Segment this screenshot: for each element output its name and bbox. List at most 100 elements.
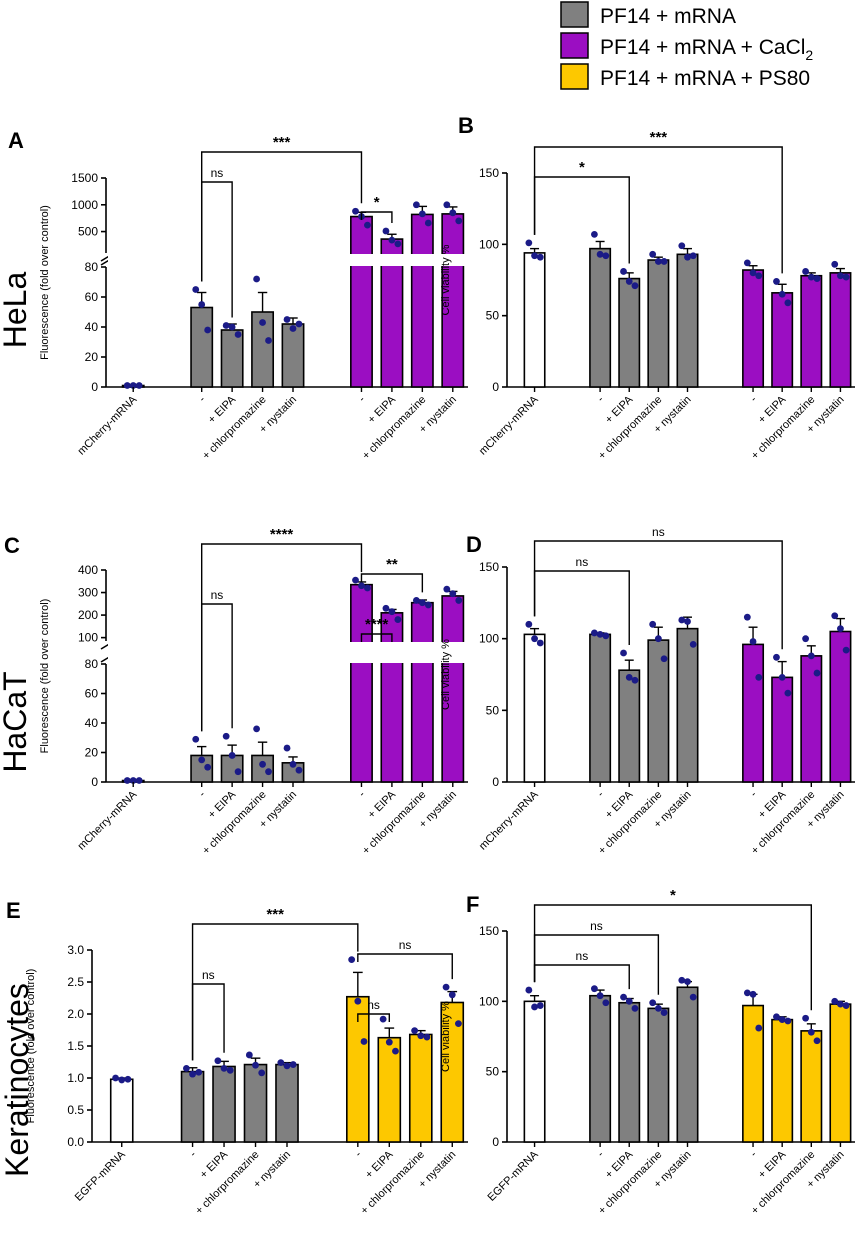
data-point [590, 230, 598, 238]
bar [800, 274, 823, 388]
significance-label: *** [650, 129, 668, 146]
data-point [590, 629, 598, 637]
legend-swatch [560, 1, 589, 28]
y-tick-label: 2.0 [67, 1007, 84, 1021]
y-tick-label: 400 [78, 563, 98, 577]
data-point [443, 201, 451, 209]
data-point [442, 983, 450, 991]
y-tick-label: 0 [91, 380, 98, 394]
data-point [784, 1017, 792, 1025]
bar [742, 643, 765, 783]
data-point [807, 652, 815, 660]
data-point [654, 258, 662, 265]
y-tick-label: 20 [85, 350, 99, 364]
y-tick-label: 0 [492, 380, 499, 394]
data-point [394, 240, 402, 248]
data-point [258, 1069, 266, 1077]
bar [523, 252, 546, 388]
x-tick-label: mCherry-mRNA [76, 788, 140, 852]
data-point [749, 990, 757, 998]
y-tick-label: 500 [78, 225, 98, 239]
data-point [813, 669, 821, 677]
data-point [531, 635, 538, 643]
bar [408, 1033, 433, 1143]
data-point [455, 597, 463, 604]
data-point [222, 322, 230, 329]
data-point [234, 768, 242, 776]
data-point [755, 272, 763, 280]
significance-bracket [357, 1013, 391, 1022]
data-point [204, 763, 212, 771]
data-point [807, 273, 815, 281]
data-point [631, 282, 639, 290]
bar [523, 633, 546, 783]
x-tick-label: mCherry-mRNA [76, 393, 140, 457]
x-tick-label: EGFP-mRNA [73, 1148, 129, 1204]
bar [676, 986, 699, 1143]
bar [410, 213, 434, 388]
bar [275, 1063, 299, 1143]
data-point [620, 993, 627, 1001]
x-tick-label: - [188, 1148, 199, 1159]
data-point [423, 1033, 431, 1041]
data-point [424, 219, 432, 227]
data-point [689, 641, 697, 648]
data-point [283, 744, 291, 752]
data-point [412, 597, 420, 604]
data-point [596, 992, 604, 1000]
data-point [418, 210, 426, 218]
bar [589, 633, 612, 783]
data-point [112, 1074, 119, 1082]
data-point [379, 1015, 387, 1023]
significance-label: ns [576, 555, 589, 569]
data-point [536, 253, 544, 261]
data-point [364, 221, 371, 229]
data-point [411, 1027, 419, 1035]
data-point [596, 630, 604, 638]
significance-bracket [533, 146, 783, 274]
data-point [684, 978, 691, 986]
data-point [813, 1037, 821, 1045]
data-point [289, 1061, 297, 1068]
data-point [385, 1038, 393, 1046]
data-point [678, 616, 686, 624]
y-tick-label: 40 [85, 716, 99, 730]
y-tick-label: 0 [91, 775, 98, 789]
x-tick-label: - [357, 393, 368, 404]
x-tick-label: - [748, 1148, 759, 1159]
y-tick-label: 80 [85, 260, 99, 274]
data-point [259, 760, 266, 768]
data-point [295, 320, 303, 328]
significance-bracket [360, 633, 393, 642]
x-tick-label: - [748, 393, 759, 404]
y-tick-label: 50 [486, 1065, 500, 1079]
data-point [222, 732, 230, 740]
data-point [743, 613, 751, 621]
data-point [195, 1068, 203, 1076]
data-point [654, 635, 662, 643]
y-tick-label: 150 [479, 166, 499, 180]
data-point [773, 278, 780, 285]
data-point [684, 253, 691, 261]
panel-letter: F [466, 892, 479, 917]
data-point [743, 989, 751, 997]
data-point [449, 590, 457, 598]
bar [180, 1070, 205, 1143]
significance-label: ** [386, 556, 398, 573]
data-point [189, 1070, 196, 1078]
data-point [678, 976, 686, 984]
y-tick-label: 0.0 [67, 1135, 84, 1149]
data-point [118, 1076, 126, 1084]
data-point [135, 777, 143, 784]
data-point [394, 616, 402, 623]
data-point [837, 1000, 844, 1008]
data-point [364, 584, 371, 592]
x-tick-label: - [197, 788, 208, 799]
y-tick-label: 60 [85, 687, 99, 701]
data-point [536, 1002, 544, 1009]
axis-break-band [108, 254, 470, 266]
y-tick-label: 150 [479, 560, 499, 574]
bar [618, 669, 641, 783]
